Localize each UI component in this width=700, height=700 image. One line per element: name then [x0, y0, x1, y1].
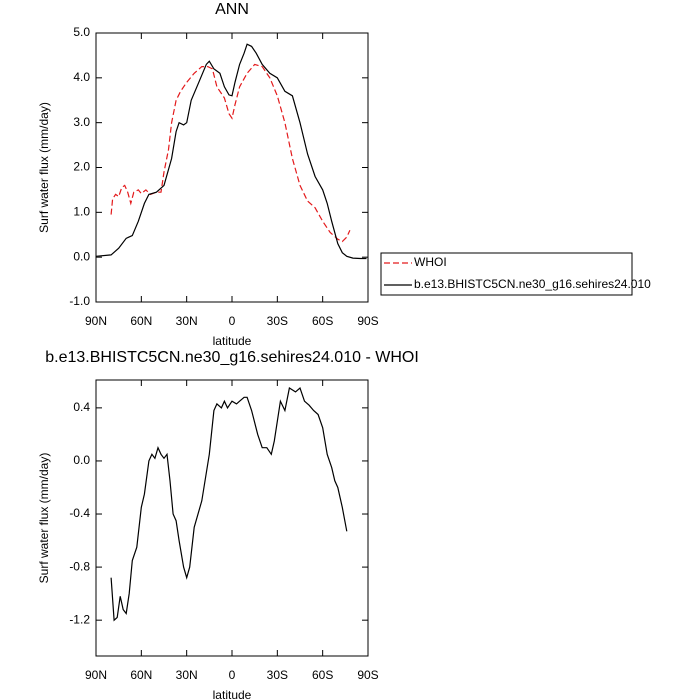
x-tick-label: 90N — [85, 668, 107, 682]
chart-title: ANN — [215, 1, 249, 18]
y-axis-label: Surf water flux (mm/day) — [37, 102, 51, 233]
x-tick-label: 60N — [130, 668, 152, 682]
y-tick-label: 0.0 — [73, 249, 90, 263]
x-tick-label: 90S — [357, 314, 378, 328]
x-tick-label: 60S — [312, 668, 333, 682]
x-tick-label: 30N — [176, 314, 198, 328]
y-tick-label: 3.0 — [73, 115, 90, 129]
y-tick-label: 5.0 — [73, 25, 90, 39]
legend-box — [380, 252, 633, 296]
y-tick-label: 4.0 — [73, 70, 90, 84]
plot-frame — [95, 379, 369, 657]
y-tick-label: -1.2 — [69, 612, 90, 626]
x-axis-label: latitude — [213, 334, 252, 348]
x-tick-label: 30S — [267, 668, 288, 682]
data-line — [110, 63, 351, 243]
legend-label: WHOI — [414, 255, 447, 269]
legend-label: b.e13.BHISTC5CN.ne30_g16.sehires24.010 — [414, 277, 651, 291]
x-tick-label: 60N — [130, 314, 152, 328]
y-tick-label: 2.0 — [73, 160, 90, 174]
x-tick-label: 30N — [176, 668, 198, 682]
x-tick-label: 0 — [229, 668, 236, 682]
y-axis-label: Surf water flux (mm/day) — [37, 453, 51, 584]
y-tick-label: 1.0 — [73, 205, 90, 219]
x-tick-label: 90S — [357, 668, 378, 682]
x-tick-label: 30S — [267, 314, 288, 328]
data-line — [110, 386, 348, 622]
y-tick-label: -0.4 — [69, 506, 90, 520]
y-tick-label: -0.8 — [69, 559, 90, 573]
x-tick-label: 90N — [85, 314, 107, 328]
data-line — [95, 43, 367, 260]
x-axis-label: latitude — [213, 688, 252, 700]
y-tick-label: -1.0 — [69, 294, 90, 308]
x-tick-label: 0 — [229, 314, 236, 328]
chart-title: b.e13.BHISTC5CN.ne30_g16.sehires24.010 -… — [45, 349, 419, 366]
plot-frame — [95, 32, 369, 303]
y-tick-label: 0.4 — [73, 400, 90, 414]
y-tick-label: 0.0 — [73, 453, 90, 467]
x-tick-label: 60S — [312, 314, 333, 328]
